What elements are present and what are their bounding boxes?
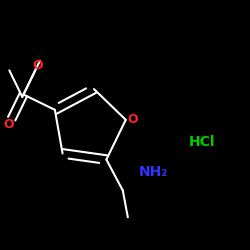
Text: HCl: HCl [188,136,215,149]
Text: O: O [127,113,138,126]
Text: O: O [4,118,14,131]
Text: NH₂: NH₂ [138,165,168,179]
Text: O: O [32,59,43,72]
